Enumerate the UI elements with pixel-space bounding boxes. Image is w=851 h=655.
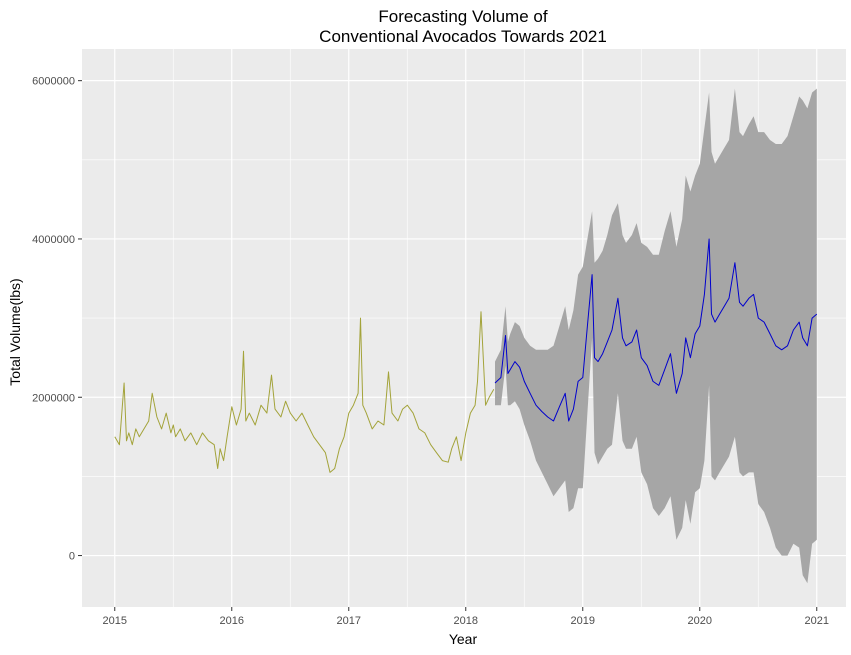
x-tick-label: 2019 (571, 615, 595, 627)
chart-title-line-1: Forecasting Volume of (378, 7, 547, 26)
x-tick-label: 2016 (220, 615, 244, 627)
x-tick-label: 2020 (688, 615, 712, 627)
y-axis-title: Total Volume(lbs) (7, 278, 23, 385)
tick-labels: 2015 2016 2017 2018 2019 2020 2021 0 2000000 4000… (32, 76, 829, 627)
tick-marks (78, 80, 818, 611)
x-tick-label: 2018 (454, 615, 478, 627)
historical-volume-line (114, 311, 495, 473)
y-tick-label: 0 (69, 551, 75, 563)
x-axis-title: Year (449, 631, 478, 647)
y-tick-label: 6000000 (32, 76, 75, 88)
forecast-volume-line (494, 238, 818, 422)
chart-title-line-2: Conventional Avocados Towards 2021 (319, 27, 607, 46)
x-tick-label: 2015 (103, 615, 127, 627)
series-line-layer (114, 238, 818, 473)
y-tick-label: 2000000 (32, 392, 75, 404)
confidence-band-layer (495, 88, 817, 584)
y-tick-label: 4000000 (32, 234, 75, 246)
forecast-confidence-band (495, 88, 817, 584)
x-tick-label: 2017 (337, 615, 361, 627)
x-tick-label: 2021 (805, 615, 829, 627)
